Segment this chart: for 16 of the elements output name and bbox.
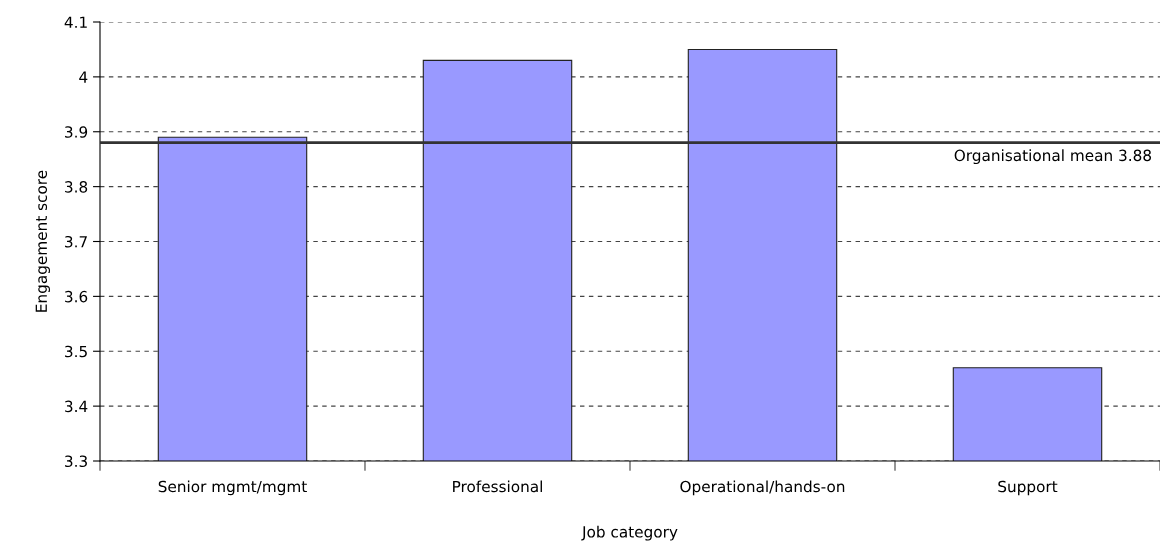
x-tick-label: Professional	[453, 480, 542, 493]
x-tick-label: Senior mgmt/mgmt	[158, 480, 307, 496]
y-tick-label: 3.5	[65, 345, 87, 358]
y-tick-label: 3.8	[65, 181, 88, 193]
x-tick-label: Support	[998, 480, 1058, 496]
y-tick-label: 4	[79, 71, 88, 83]
y-tick-label: 3.4	[65, 400, 88, 413]
y-tick-label: 4.1	[64, 16, 87, 28]
y-axis-title: Engagement score	[35, 170, 51, 312]
y-tick-label: 3.9	[65, 126, 88, 138]
x-tick-label: Operational/hands-on	[680, 480, 845, 496]
y-tick-label: 3.7	[65, 235, 87, 248]
x-axis-title: Job category	[581, 525, 678, 541]
y-tick-label: 3.6	[65, 290, 88, 303]
ref-line-label: Organisational mean 3.88	[954, 149, 1152, 165]
y-tick-label: 3.3	[65, 455, 87, 468]
